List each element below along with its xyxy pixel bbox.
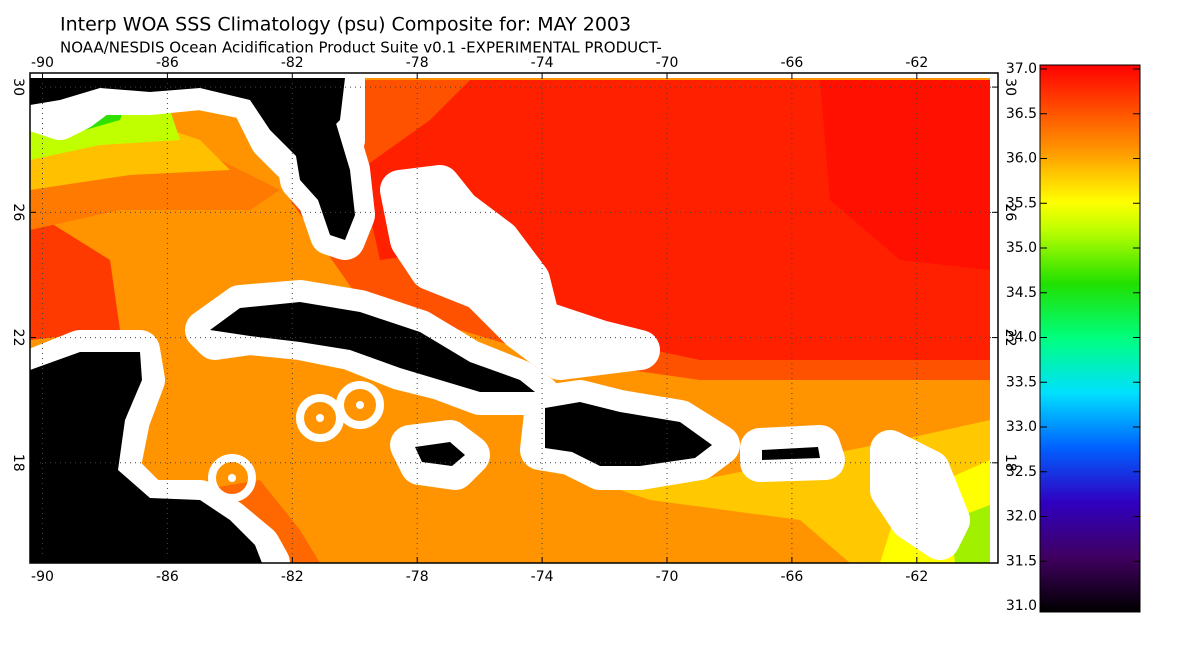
lon-tick-label: -78: [406, 569, 429, 585]
lon-tick-label: -62: [905, 569, 928, 585]
lat-tick-label: 22: [1002, 329, 1018, 347]
lon-tick-label: -70: [656, 569, 679, 585]
lon-tick-label: -62: [905, 55, 928, 71]
colorbar-tick-label: 33.5: [1006, 374, 1037, 390]
subtitle: NOAA/NESDIS Ocean Acidification Product …: [60, 39, 662, 57]
lon-tick-label: -74: [531, 55, 554, 71]
colorbar-tick-label: 36.5: [1006, 106, 1037, 122]
lon-tick-label: -82: [281, 569, 304, 585]
colorbar-tick-label: 36.0: [1006, 151, 1037, 167]
lon-tick-label: -66: [780, 569, 803, 585]
field-red-core: [820, 80, 990, 270]
colorbar-tick-label: 31.0: [1006, 598, 1037, 614]
colorbar-tick-label: 35.0: [1006, 240, 1037, 256]
colorbar: [1039, 64, 1141, 613]
lon-tick-label: -90: [31, 55, 54, 71]
land: [30, 78, 820, 563]
colorbar-tick-label: 33.0: [1006, 419, 1037, 435]
colorbar-tick-label: 34.5: [1006, 285, 1037, 301]
title: Interp WOA SSS Climatology (psu) Composi…: [60, 14, 631, 36]
lat-tick-label: 18: [1002, 454, 1018, 472]
colorbar-tick-label: 31.5: [1006, 553, 1037, 569]
lon-tick-label: -86: [156, 569, 179, 585]
lon-tick-label: -70: [656, 55, 679, 71]
colorbar-tick-label: 37.0: [1006, 61, 1037, 77]
colorbar-tick-label: 35.5: [1006, 195, 1037, 211]
lat-tick-label: 26: [10, 203, 26, 221]
lon-tick-label: -86: [156, 55, 179, 71]
field-red-west: [30, 210, 120, 340]
map-frame: [29, 72, 999, 564]
lon-tick-label: -82: [281, 55, 304, 71]
colorbar-tick-label: 32.5: [1006, 464, 1037, 480]
lon-tick-label: -66: [780, 55, 803, 71]
colorbar-tick-label: 32.0: [1006, 509, 1037, 525]
colorbar-tick-label: 34.0: [1006, 330, 1037, 346]
salinity-field: [30, 73, 998, 563]
lon-tick-label: -74: [531, 569, 554, 585]
lon-tick-label: -78: [406, 55, 429, 71]
lat-tick-label: 22: [10, 329, 26, 347]
lat-tick-label: 30: [1002, 78, 1018, 96]
lat-tick-label: 30: [10, 78, 26, 96]
lat-tick-label: 18: [10, 454, 26, 472]
lon-tick-label: -90: [31, 569, 54, 585]
lat-tick-label: 26: [1002, 203, 1018, 221]
